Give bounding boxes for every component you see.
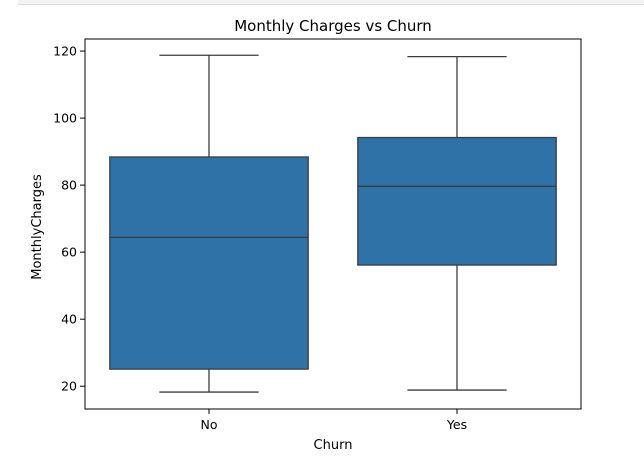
window-top-strip	[18, 0, 644, 5]
chart-title: Monthly Charges vs Churn	[234, 17, 432, 35]
y-tick-label-80: 80	[61, 178, 77, 193]
y-tick-label-60: 60	[61, 245, 77, 260]
x-tick-label-no: No	[201, 417, 218, 432]
plot-area: No Yes 20 40 60 80 100 120	[53, 38, 582, 432]
y-tick-label-100: 100	[53, 111, 77, 126]
box-no	[109, 156, 309, 370]
y-tick-label-120: 120	[53, 44, 77, 59]
y-tick-label-40: 40	[61, 312, 77, 327]
plot-frame	[84, 38, 582, 410]
y-axis-label: MonthlyCharges	[30, 174, 45, 280]
x-axis-label: Churn	[314, 438, 353, 453]
x-tick-label-yes: Yes	[446, 417, 467, 432]
y-tick-label-20: 20	[61, 379, 77, 394]
box-yes	[357, 136, 557, 266]
